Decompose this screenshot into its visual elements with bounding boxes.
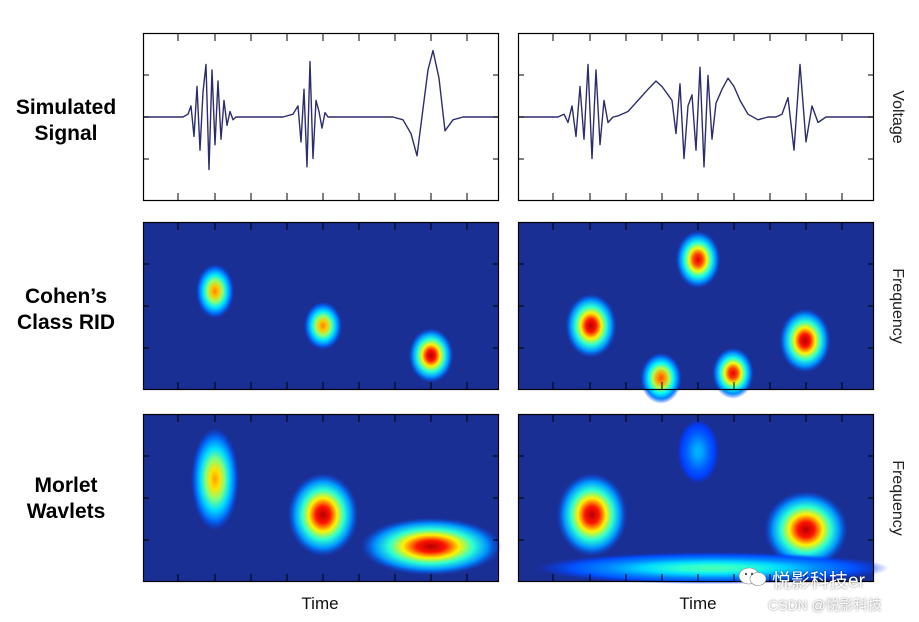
row-label-simulated-signal: Simulated Signal	[0, 95, 132, 147]
row-label-cohens-class: Cohen’s Class RID	[0, 284, 132, 336]
ylabel-frequency: Frequency	[889, 460, 906, 536]
heatmap-peak	[537, 552, 889, 585]
watermark-line2: CSDN @悦影科技	[768, 597, 882, 613]
plot-frame	[517, 221, 875, 391]
row-label-line: Cohen’s	[24, 285, 108, 308]
heatmap-peak	[764, 491, 848, 569]
heatmap-peak	[677, 419, 719, 484]
heatmap-peak	[712, 347, 754, 399]
chart-cohen-right	[517, 221, 875, 404]
chart-signal-right	[517, 32, 875, 202]
plot-background	[518, 33, 874, 201]
heatmap-peak	[303, 301, 343, 350]
watermark-line1: 悦影科技er	[772, 571, 865, 592]
chart-morlet-left	[142, 413, 502, 583]
heatmap-peak	[408, 328, 454, 383]
chat-bubble-icon	[738, 567, 767, 586]
signal-line	[143, 49, 499, 171]
heatmap-peak	[287, 473, 359, 557]
row-label-line: Class RID	[16, 311, 116, 334]
chart-signal-left	[142, 32, 500, 202]
heatmap-peak	[565, 293, 617, 358]
heatmap-peak	[779, 308, 831, 373]
plot-background	[143, 33, 499, 201]
row-label-line: Simulated	[15, 96, 117, 119]
watermark-wechat-icon	[738, 566, 768, 588]
heatmap-peak	[675, 230, 721, 289]
ylabel-frequency: Frequency	[889, 268, 906, 344]
plot-frame	[142, 32, 500, 202]
row-label-line: Morlet	[34, 474, 98, 497]
plot-frame	[517, 413, 875, 583]
signal-line	[518, 63, 874, 168]
heatmap-peak	[640, 352, 682, 404]
heatmap-peak	[191, 428, 239, 531]
heatmap-peak	[360, 517, 502, 576]
plot-frame	[517, 32, 875, 202]
ylabel-voltage: Voltage	[889, 90, 906, 144]
row-label-line: Wavlets	[26, 500, 106, 523]
plot-frame	[142, 413, 500, 583]
row-label-line: Signal	[34, 122, 98, 145]
xlabel-time: Time	[301, 594, 339, 613]
chart-morlet-right	[517, 413, 889, 585]
row-label-morlet-wavlets: Morlet Wavlets	[0, 473, 132, 525]
plot-frame	[142, 221, 500, 391]
heatmap-peak	[195, 263, 235, 319]
xlabel-time: Time	[679, 594, 717, 613]
heatmap-peak	[556, 473, 628, 557]
chart-cohen-left	[142, 221, 500, 391]
